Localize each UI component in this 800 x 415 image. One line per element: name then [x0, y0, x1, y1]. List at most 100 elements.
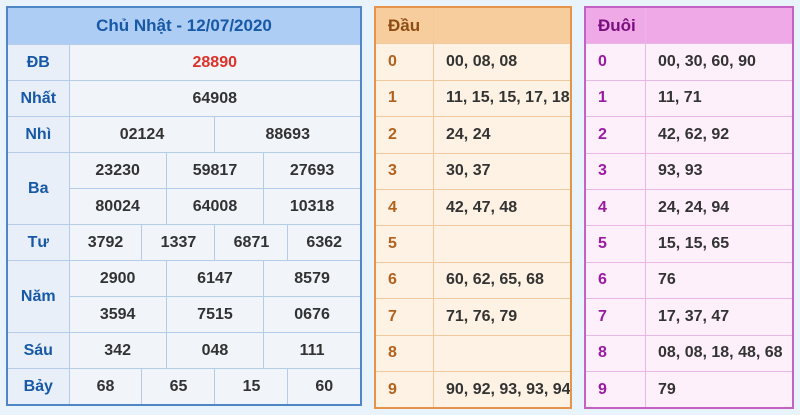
dau-values: [433, 225, 572, 263]
dau-digit: 4: [374, 188, 434, 227]
prize-value: 02124: [68, 116, 216, 153]
dau-row: 2 24, 24: [374, 116, 572, 154]
dau-digit: 5: [374, 225, 434, 263]
dau-row: 0 00, 08, 08: [374, 43, 572, 81]
duoi-digit: 2: [584, 116, 646, 154]
duoi-values: 17, 37, 47: [645, 298, 794, 336]
result-row: Bảy 68 65 15 60: [6, 368, 362, 406]
dau-values: 24, 24: [433, 116, 572, 154]
duoi-digit: 9: [584, 370, 646, 409]
duoi-row: 6 76: [584, 261, 794, 300]
results-table: Chủ Nhật - 12/07/2020 ĐB 28890 Nhất 64908 Nh…: [6, 6, 362, 406]
dau-values: 90, 92, 93, 93, 94: [433, 370, 572, 409]
duoi-digit: 1: [584, 79, 646, 118]
prize-value: 6871: [214, 224, 289, 261]
dau-header-spacer: [433, 6, 572, 45]
results-table-body: Chủ Nhật - 12/07/2020 ĐB 28890 Nhất 64908 Nh…: [6, 6, 362, 406]
dau-digit: 6: [374, 261, 434, 300]
duoi-digit: 8: [584, 334, 646, 372]
dau-table-body: Đầu 0 00, 08, 08 1 11, 15, 15, 17, 18 2 24, 2…: [374, 6, 572, 409]
duoi-row: 0 00, 30, 60, 90: [584, 43, 794, 81]
prize-value: 65: [141, 368, 216, 406]
dau-digit: 1: [374, 79, 434, 118]
dau-row: 9 90, 92, 93, 93, 94: [374, 370, 572, 409]
duoi-values: 24, 24, 94: [645, 188, 794, 227]
duoi-values: 11, 71: [645, 79, 794, 118]
prize-value: 3792: [68, 224, 143, 261]
dau-header-row: Đầu: [374, 6, 572, 45]
prize-value: 3594: [68, 296, 167, 333]
prize-label: Bảy: [6, 368, 70, 406]
result-row: 80024 64008 10318: [7, 188, 362, 225]
prize-label: Ba: [6, 152, 70, 225]
duoi-table-body: Đuôi 0 00, 30, 60, 90 1 11, 71 2 42, 62, 92 3 9…: [584, 6, 794, 409]
duoi-values: 79: [645, 370, 794, 409]
duoi-table: Đuôi 0 00, 30, 60, 90 1 11, 71 2 42, 62, 92 3 9…: [584, 6, 794, 410]
dau-values: 42, 47, 48: [433, 188, 572, 227]
duoi-row: 3 93, 93: [584, 152, 794, 190]
dau-digit: 0: [374, 43, 434, 81]
prize-value: 8579: [263, 260, 362, 297]
duoi-digit: 3: [584, 152, 646, 190]
duoi-header-row: Đuôi: [584, 6, 794, 45]
prize-label: Tư: [6, 224, 70, 261]
duoi-row: 2 42, 62, 92: [584, 116, 794, 154]
prize-value: 64908: [68, 80, 362, 117]
prize-value: 88693: [214, 116, 362, 153]
duoi-digit: 4: [584, 188, 646, 227]
prize-value: 6362: [287, 224, 362, 261]
prize-value: 1337: [141, 224, 216, 261]
prize-value: 10318: [263, 188, 362, 225]
dau-table: Đầu 0 00, 08, 08 1 11, 15, 15, 17, 18 2 24, 2…: [374, 6, 572, 410]
prize-label: Nhất: [6, 80, 70, 117]
prize-value: 342: [68, 332, 167, 369]
prize-label: Năm: [6, 260, 70, 333]
result-row: Ba 23230 59817 27693: [6, 152, 362, 225]
prize-value: 27693: [263, 152, 362, 189]
duoi-digit: 7: [584, 298, 646, 336]
dau-row: 6 60, 62, 65, 68: [374, 261, 572, 300]
prize-value: 048: [165, 332, 265, 369]
duoi-values: 00, 30, 60, 90: [645, 43, 794, 81]
duoi-values: 15, 15, 65: [645, 225, 794, 263]
dau-digit: 8: [374, 334, 434, 372]
result-row: ĐB 28890: [6, 44, 362, 81]
prize-value: 0676: [263, 296, 362, 333]
dau-values: 11, 15, 15, 17, 18: [433, 79, 572, 118]
dau-values: [433, 334, 572, 372]
duoi-digit: 6: [584, 261, 646, 300]
prize-value: 59817: [165, 152, 265, 189]
duoi-header-spacer: [645, 6, 794, 45]
dau-row: 5: [374, 225, 572, 263]
result-row: Năm 2900 6147 8579: [6, 260, 362, 333]
duoi-row: 1 11, 71: [584, 79, 794, 118]
dau-values: 60, 62, 65, 68: [433, 261, 572, 300]
dau-digit: 9: [374, 370, 434, 409]
prize-value: 80024: [68, 188, 167, 225]
results-title-row: Chủ Nhật - 12/07/2020: [6, 6, 362, 45]
dau-row: 8: [374, 334, 572, 372]
prize-value: 7515: [165, 296, 265, 333]
duoi-row: 5 15, 15, 65: [584, 225, 794, 263]
result-row: 3594 7515 0676: [7, 296, 362, 333]
prize-value: 28890: [68, 44, 362, 81]
duoi-values: 76: [645, 261, 794, 300]
dau-values: 00, 08, 08: [433, 43, 572, 81]
result-row: Sáu 342 048 111: [6, 332, 362, 369]
result-row: Tư 3792 1337 6871 6362: [6, 224, 362, 261]
prize-value: 15: [214, 368, 289, 406]
dau-row: 7 71, 76, 79: [374, 298, 572, 336]
duoi-row: 8 08, 08, 18, 48, 68: [584, 334, 794, 372]
duoi-values: 42, 62, 92: [645, 116, 794, 154]
duoi-digit: 0: [584, 43, 646, 81]
dau-header-label: Đầu: [374, 6, 434, 45]
result-row: Nhất 64908: [6, 80, 362, 117]
duoi-row: 9 79: [584, 370, 794, 409]
results-title: Chủ Nhật - 12/07/2020: [6, 6, 362, 45]
prize-label: Nhì: [6, 116, 70, 153]
prize-value: 64008: [165, 188, 265, 225]
dau-values: 30, 37: [433, 152, 572, 190]
duoi-row: 4 24, 24, 94: [584, 188, 794, 227]
dau-values: 71, 76, 79: [433, 298, 572, 336]
